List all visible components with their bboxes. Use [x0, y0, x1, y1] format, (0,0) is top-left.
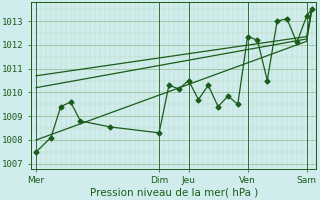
X-axis label: Pression niveau de la mer( hPa ): Pression niveau de la mer( hPa ): [90, 188, 258, 198]
